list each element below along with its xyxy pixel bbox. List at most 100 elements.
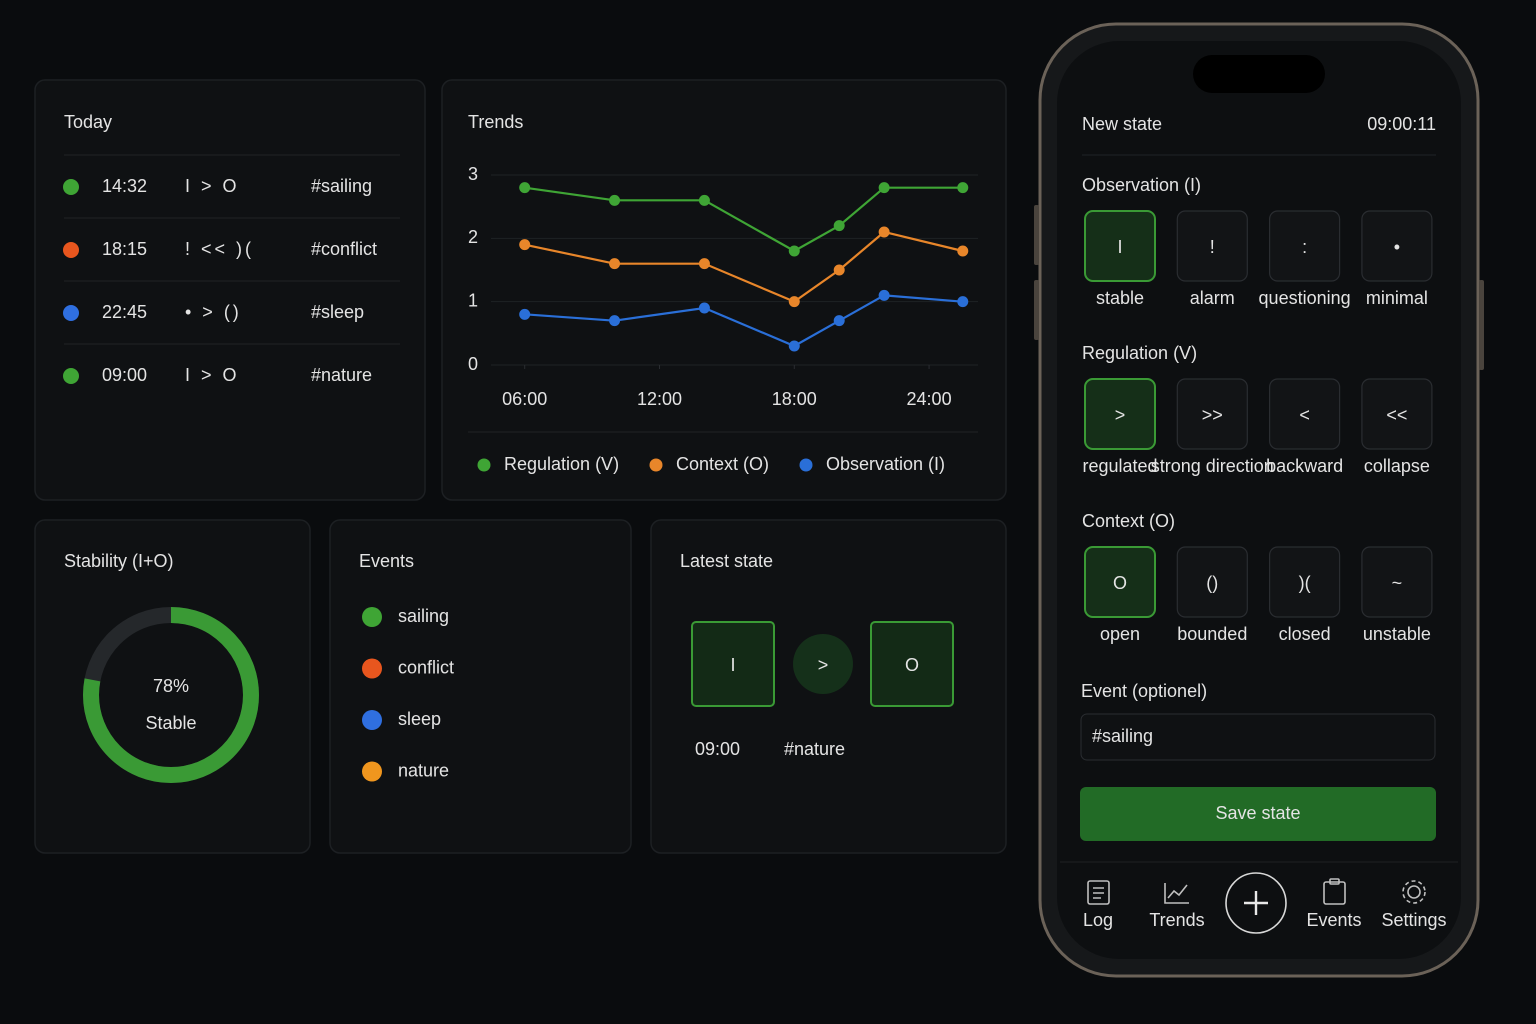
entry-tag: #sailing <box>311 176 372 196</box>
option-button[interactable] <box>1268 546 1341 618</box>
section-label: Observation (I) <box>1082 175 1201 195</box>
entry-state: ! << )( <box>185 239 254 259</box>
log-icon-lines <box>1093 887 1104 899</box>
donut-arc <box>83 607 259 783</box>
option-button[interactable] <box>1176 546 1248 618</box>
option-symbol: << <box>1386 405 1407 425</box>
add-button[interactable] <box>1225 872 1287 934</box>
event-input[interactable] <box>1080 713 1436 761</box>
entry-tag: #conflict <box>311 239 377 259</box>
event-dot <box>362 607 382 627</box>
option-symbol: > <box>1115 405 1126 425</box>
data-point <box>519 308 531 320</box>
option-symbol: < <box>1299 405 1310 425</box>
option-button[interactable] <box>1176 378 1248 450</box>
option-button[interactable] <box>1361 546 1433 618</box>
add-icon <box>1244 891 1268 915</box>
option-label: open <box>1100 624 1140 644</box>
legend-label: Regulation (V) <box>504 454 619 474</box>
events-card <box>329 519 632 854</box>
option-symbol: ! <box>1210 237 1215 257</box>
entry-state: • > () <box>185 302 242 322</box>
entry-state: I > O <box>185 365 240 385</box>
nav-label: Events <box>1306 910 1361 930</box>
events-icon[interactable] <box>1323 881 1346 905</box>
entry-tag: #nature <box>311 365 372 385</box>
option-button[interactable] <box>1361 378 1433 450</box>
donut-value: 78% <box>153 676 189 696</box>
settings-icon[interactable] <box>1407 885 1421 899</box>
section-label: Regulation (V) <box>1082 343 1197 363</box>
option-symbol: ~ <box>1392 573 1403 593</box>
nav-label: Log <box>1083 910 1113 930</box>
event-name: sleep <box>398 709 441 729</box>
trends-icon[interactable] <box>1164 883 1189 904</box>
data-point <box>878 289 890 301</box>
log-icon[interactable] <box>1087 880 1110 905</box>
state-time: 09:00 <box>695 739 740 759</box>
card-title: Latest state <box>680 551 773 571</box>
option-button[interactable] <box>1268 210 1341 282</box>
option-symbol: • <box>1394 237 1400 257</box>
y-tick-label: 3 <box>468 164 478 184</box>
y-tick-label: 1 <box>468 290 478 310</box>
legend-dot <box>477 458 491 472</box>
data-point <box>698 302 710 314</box>
y-tick-label: 0 <box>468 354 478 374</box>
state-symbol: O <box>905 655 919 675</box>
option-button[interactable] <box>1268 378 1341 450</box>
data-point <box>878 226 890 238</box>
nav-label: Settings <box>1381 910 1446 930</box>
data-point <box>957 245 969 257</box>
status-dot <box>63 242 79 258</box>
option-button[interactable] <box>1084 210 1156 282</box>
data-point <box>957 296 969 308</box>
stability-card <box>34 519 311 854</box>
screen-title: New state <box>1082 114 1162 134</box>
entry-time: 14:32 <box>102 176 147 196</box>
save-button[interactable] <box>1080 787 1436 841</box>
data-point <box>833 315 845 327</box>
data-point <box>609 258 621 270</box>
option-label: minimal <box>1366 288 1428 308</box>
option-label: collapse <box>1364 456 1430 476</box>
section-label: Context (O) <box>1082 511 1175 531</box>
option-label: unstable <box>1363 624 1431 644</box>
input-value: #sailing <box>1092 726 1153 746</box>
event-dot <box>362 761 382 782</box>
data-point <box>519 239 531 251</box>
option-button[interactable] <box>1084 546 1156 618</box>
option-label: backward <box>1266 456 1343 476</box>
donut-caption: Stable <box>145 713 196 733</box>
card-title: Events <box>359 551 414 571</box>
settings-icon-teeth <box>1402 880 1426 904</box>
option-symbol: O <box>1113 573 1127 593</box>
data-point <box>609 194 621 206</box>
option-button[interactable] <box>1176 210 1248 282</box>
data-point <box>788 245 800 257</box>
data-point <box>957 182 969 194</box>
data-point <box>609 315 621 327</box>
x-tick-label: 06:00 <box>502 389 547 409</box>
entry-time: 22:45 <box>102 302 147 322</box>
option-label: questioning <box>1259 288 1351 308</box>
state-symbol: > <box>818 655 829 675</box>
option-button[interactable] <box>1084 378 1156 450</box>
symbol-box <box>691 621 775 707</box>
data-point <box>833 220 845 232</box>
option-label: stable <box>1096 288 1144 308</box>
option-symbol: () <box>1206 573 1218 593</box>
option-label: bounded <box>1177 624 1247 644</box>
option-symbol: >> <box>1202 405 1223 425</box>
option-label: strong direction <box>1151 456 1274 476</box>
option-button[interactable] <box>1361 210 1433 282</box>
nav-label: Trends <box>1149 910 1204 930</box>
state-symbol: I <box>730 655 735 675</box>
symbol-box <box>870 621 954 707</box>
button-label: Save state <box>1215 803 1300 823</box>
entry-state: I > O <box>185 176 240 196</box>
event-dot <box>362 658 382 679</box>
entry-time: 09:00 <box>102 365 147 385</box>
data-point <box>519 182 531 194</box>
